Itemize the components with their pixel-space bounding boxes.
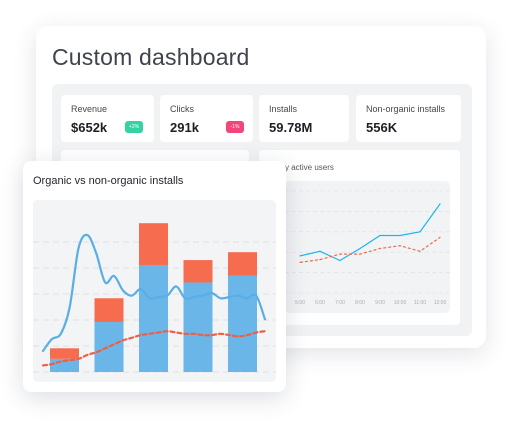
data-point [439, 203, 441, 205]
non-organic-bar [228, 252, 257, 276]
x-tick-label: 11:00 [414, 300, 426, 306]
data-point [379, 247, 381, 250]
x-tick-label: 6:00 [315, 300, 325, 306]
dau-chart-title: y active users [285, 163, 334, 172]
data-point [299, 255, 301, 257]
trend-up-badge: +2% [125, 121, 143, 133]
x-tick-label: 12:00 [434, 300, 447, 306]
kpi-label: Non-organic installs [366, 104, 446, 114]
data-point [339, 259, 341, 262]
installs-stacked-bar-chart [33, 223, 276, 373]
kpi-card-clicks[interactable]: Clicks 291k -1% [160, 95, 253, 142]
comparison-line [299, 236, 441, 263]
data-point [379, 234, 381, 237]
trend-down-badge: -1% [226, 121, 244, 133]
kpi-value: 59.78M [269, 120, 313, 135]
kpi-value: 291k [170, 120, 199, 135]
non-organic-bar [94, 298, 124, 322]
data-point [419, 231, 421, 233]
data-point [439, 236, 441, 238]
non-organic-bar [50, 348, 79, 359]
x-tick-label: 9:00 [375, 300, 385, 306]
organic-trend-line [41, 233, 267, 353]
organic-bar [139, 265, 168, 372]
kpi-label: Installs [269, 104, 298, 114]
data-point [339, 253, 341, 255]
data-point [359, 253, 361, 255]
kpi-value: 556K [366, 120, 398, 135]
non-organic-bar [183, 260, 213, 283]
organic-bar [228, 275, 257, 372]
kpi-value: $652k [71, 120, 108, 135]
organic-bar [94, 321, 124, 372]
data-point [319, 250, 321, 252]
kpi-label: Clicks [170, 104, 194, 114]
dashboard-title: Custom dashboard [52, 44, 250, 70]
x-tick-label: 5:00 [295, 300, 305, 306]
active-users-line [299, 203, 441, 262]
data-point [319, 259, 321, 261]
kpi-card-installs[interactable]: Installs 59.78M [259, 95, 349, 142]
non-organic-bar [139, 223, 168, 266]
dau-chart-area [285, 181, 450, 313]
installs-chart-title: Organic vs non-organic installs [33, 175, 184, 187]
data-point [359, 247, 361, 250]
kpi-card-non-organic-installs[interactable]: Non-organic installs 556K [356, 95, 461, 142]
kpi-card-revenue[interactable]: Revenue $652k +2% [61, 95, 154, 142]
x-tick-label: 7:00 [335, 300, 345, 306]
non-organic-trend-line [41, 330, 267, 367]
data-point [299, 261, 301, 263]
dau-line-chart: 5:00 6:00 7:00 8:00 9:00 10:00 11:00 12:00 [285, 190, 450, 306]
x-tick-label: 8:00 [355, 300, 365, 306]
data-point [419, 250, 421, 252]
x-tick-label: 10:00 [394, 300, 407, 306]
data-point [399, 234, 401, 237]
kpi-label: Revenue [71, 104, 108, 114]
data-point [399, 245, 401, 247]
